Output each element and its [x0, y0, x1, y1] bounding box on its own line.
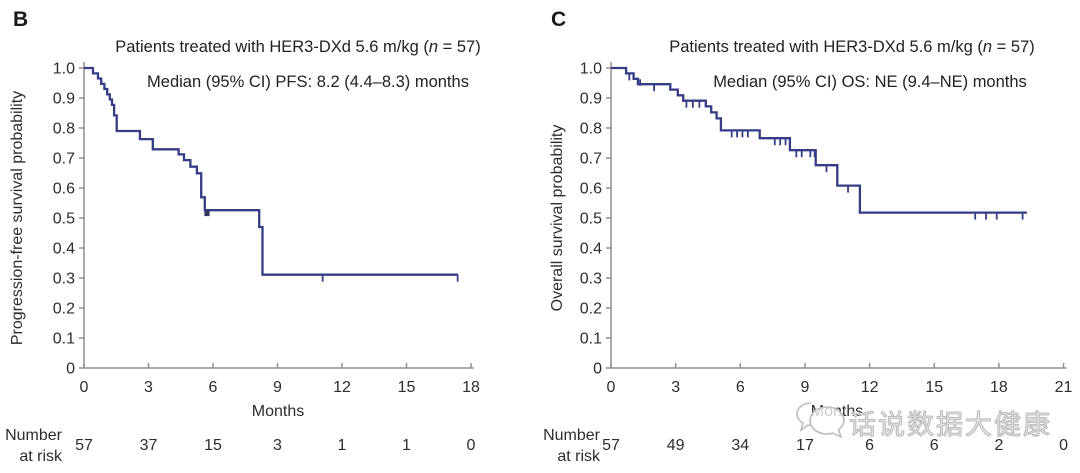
x-tick-label: 12: [861, 379, 879, 396]
risk-value: 6: [930, 437, 939, 454]
speech-bubbles-logo-icon: [796, 402, 845, 439]
number-at-risk-label: at risk: [557, 448, 601, 465]
risk-value: 1: [338, 437, 347, 454]
x-tick-label: 0: [607, 379, 616, 396]
watermark-text: 话说数据大健康: [848, 409, 1052, 440]
watermark: 话说数据大健康: [793, 396, 1080, 448]
x-tick-label: 3: [671, 379, 680, 396]
y-tick-label: 0.7: [580, 151, 602, 168]
y-tick-label: 0.5: [53, 211, 75, 228]
risk-value: 3: [273, 437, 282, 454]
y-tick-label: 0: [66, 361, 75, 378]
chart-subtitle: Median (95% CI) OS: NE (9.4–NE) months: [713, 73, 1027, 91]
km-svg-os: C Patients treated with HER3-DXd 5.6 m/k…: [543, 8, 1073, 465]
km-svg-pfs: B Patients treated with HER3-DXd 5.6 m/k…: [5, 8, 481, 465]
number-at-risk-label: Number: [543, 427, 601, 444]
y-tick-label: 1.0: [580, 61, 602, 78]
chart-title: Patients treated with HER3-DXd 5.6 m/kg …: [115, 38, 480, 56]
chart-title: Patients treated with HER3-DXd 5.6 m/kg …: [669, 38, 1034, 56]
y-tick-label: 0.2: [580, 301, 602, 318]
y-tick-label: 0.6: [580, 181, 602, 198]
censor-square: [204, 210, 210, 217]
risk-value: 17: [796, 437, 814, 454]
panel-pfs: B Patients treated with HER3-DXd 5.6 m/k…: [0, 0, 540, 468]
y-tick-label: 0: [593, 361, 602, 378]
y-tick-label: 0.4: [53, 241, 75, 258]
risk-value: 2: [994, 437, 1003, 454]
km-curve: [84, 66, 459, 276]
y-tick-label: 0.1: [580, 331, 602, 348]
y-tick-label: 0.8: [53, 121, 75, 138]
x-tick-label: 6: [736, 379, 745, 396]
risk-value: 37: [140, 437, 158, 454]
risk-value: 57: [75, 437, 93, 454]
risk-value: 0: [1059, 437, 1068, 454]
panel-letter: B: [13, 8, 28, 31]
y-tick-label: 0.9: [580, 91, 602, 108]
plot-area: 1.00.90.80.70.60.50.40.30.20.10057349634…: [580, 61, 1073, 455]
x-tick-label: 9: [800, 379, 809, 396]
y-tick-label: 0.1: [53, 331, 75, 348]
y-tick-label: 0.7: [53, 151, 75, 168]
risk-value: 0: [467, 437, 476, 454]
y-axis-label: Overall survival probability: [549, 125, 566, 312]
x-tick-label: 15: [398, 379, 416, 396]
risk-value: 57: [602, 437, 620, 454]
chart-subtitle: Median (95% CI) PFS: 8.2 (4.4–8.3) month…: [147, 73, 469, 91]
risk-value: 34: [731, 437, 749, 454]
y-tick-label: 0.9: [53, 91, 75, 108]
risk-value: 15: [204, 437, 222, 454]
x-tick-label: 0: [80, 379, 89, 396]
risk-value: 1: [402, 437, 411, 454]
x-tick-label: 21: [1055, 379, 1073, 396]
y-tick-label: 0.4: [580, 241, 602, 258]
y-tick-label: 0.8: [580, 121, 602, 138]
y-tick-label: 0.2: [53, 301, 75, 318]
x-tick-label: 6: [209, 379, 218, 396]
y-tick-label: 0.3: [53, 271, 75, 288]
risk-value: 6: [865, 437, 874, 454]
y-tick-label: 0.5: [580, 211, 602, 228]
x-tick-label: 18: [990, 379, 1008, 396]
x-axis-label: Months: [252, 403, 304, 420]
number-at-risk-label: at risk: [19, 448, 63, 465]
km-curve: [611, 66, 1027, 214]
y-tick-label: 1.0: [53, 61, 75, 78]
x-tick-label: 3: [144, 379, 153, 396]
number-at-risk-label: Number: [5, 427, 63, 444]
y-tick-label: 0.6: [53, 181, 75, 198]
risk-value: 49: [667, 437, 685, 454]
panel-letter: C: [551, 8, 566, 31]
x-tick-label: 18: [462, 379, 480, 396]
panel-os: C Patients treated with HER3-DXd 5.6 m/k…: [540, 0, 1080, 468]
x-tick-label: 15: [925, 379, 943, 396]
y-tick-label: 0.3: [580, 271, 602, 288]
plot-area: 1.00.90.80.70.60.50.40.30.20.10057337615…: [53, 61, 480, 455]
x-tick-label: 12: [333, 379, 351, 396]
x-tick-label: 9: [273, 379, 282, 396]
y-axis-label: Progression-free survival probability: [9, 91, 26, 345]
